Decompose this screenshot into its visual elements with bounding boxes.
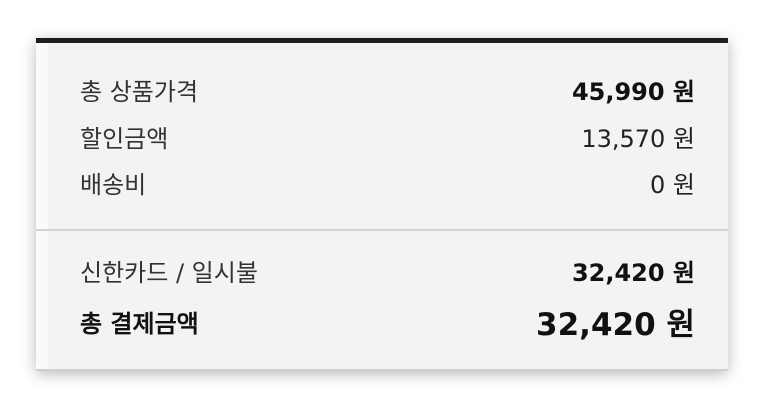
total-payment-row: 총 결제금액 32,420 원	[80, 300, 695, 343]
payment-method-row: 신한카드 / 일시불 32,420 원	[80, 253, 695, 287]
total-product-price-value: 45,990 원	[571, 77, 695, 106]
total-payment-value: 32,420 원	[536, 306, 695, 343]
shipping-row: 배송비 0 원	[80, 165, 695, 199]
discount-value: 13,570 원	[581, 124, 695, 153]
discount-label: 할인금액	[80, 124, 169, 153]
total-payment-label: 총 결제금액	[80, 309, 199, 338]
left-strip	[36, 43, 48, 371]
payment-method-label: 신한카드 / 일시불	[80, 258, 258, 287]
total-product-price-label: 총 상품가격	[80, 77, 199, 106]
discount-row: 할인금액 13,570 원	[80, 119, 695, 153]
shipping-value: 0 원	[650, 170, 695, 199]
section-divider	[36, 229, 728, 231]
shipping-label: 배송비	[80, 170, 147, 199]
top-border	[36, 38, 728, 43]
payment-summary-card: 총 상품가격 45,990 원 할인금액 13,570 원 배송비 0 원 신한…	[36, 38, 728, 371]
total-product-price-row: 총 상품가격 45,990 원	[80, 72, 695, 106]
payment-method-value: 32,420 원	[571, 258, 695, 287]
bottom-border	[36, 369, 728, 371]
